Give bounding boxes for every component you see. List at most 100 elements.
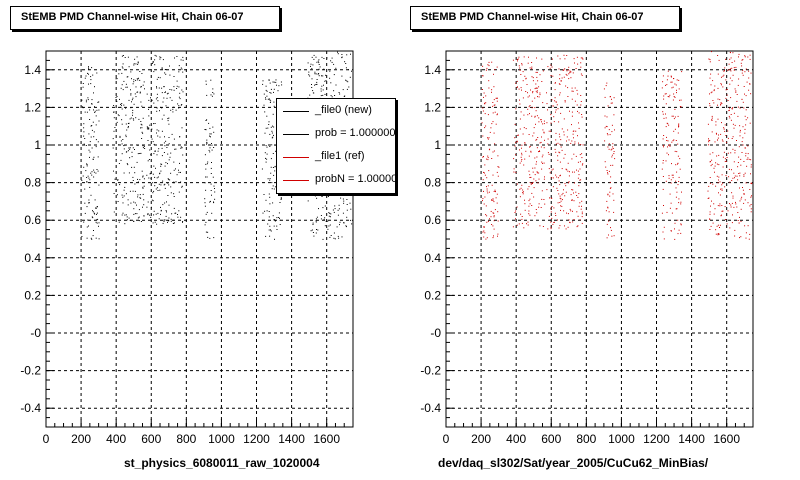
data-point [176, 80, 178, 82]
data-point [554, 97, 556, 99]
data-point [262, 83, 264, 85]
data-point [132, 176, 134, 178]
data-point [269, 146, 271, 147]
data-point [156, 187, 158, 189]
data-point [154, 123, 156, 124]
data-point [337, 53, 339, 55]
data-point [115, 78, 117, 80]
data-point [613, 114, 615, 116]
data-point [732, 177, 734, 179]
data-point [273, 134, 274, 136]
data-point [521, 184, 523, 186]
data-point [168, 204, 170, 206]
data-point [740, 220, 742, 222]
data-point [91, 103, 93, 104]
data-point [745, 237, 747, 239]
data-point [148, 127, 150, 129]
data-point [316, 83, 318, 85]
data-point [748, 238, 750, 240]
data-point [749, 83, 751, 85]
data-point [96, 109, 98, 111]
data-point [550, 208, 552, 210]
data-point [485, 205, 487, 207]
data-point [208, 149, 210, 151]
data-point [747, 202, 749, 204]
data-point [343, 193, 345, 195]
data-point [610, 227, 611, 229]
data-point [519, 67, 521, 69]
data-point [152, 61, 154, 63]
data-point [122, 67, 124, 69]
data-point [164, 92, 166, 93]
data-point [749, 122, 751, 124]
data-point [162, 222, 164, 224]
data-point [609, 134, 611, 136]
data-point [725, 58, 726, 60]
data-point [324, 205, 326, 207]
data-point [580, 144, 582, 145]
data-point [522, 191, 524, 193]
data-point [731, 67, 733, 69]
data-point [484, 164, 486, 166]
data-point [709, 61, 711, 63]
data-point [739, 237, 740, 239]
data-point [676, 151, 678, 153]
data-point [153, 190, 155, 192]
y-tick-label: 0.6 [24, 213, 41, 227]
data-point [173, 161, 175, 163]
data-point [494, 111, 496, 113]
data-point [117, 179, 119, 181]
data-point [730, 70, 732, 72]
data-point [493, 86, 495, 88]
x-tick-label: 0 [43, 432, 50, 446]
data-point [547, 109, 548, 111]
data-point [496, 202, 498, 204]
data-point [532, 80, 534, 82]
data-point [163, 97, 165, 99]
data-point [82, 107, 84, 109]
data-point [577, 215, 579, 217]
data-point [127, 76, 129, 78]
data-point [152, 61, 154, 62]
data-point [324, 80, 326, 82]
data-point [534, 88, 536, 90]
data-point [581, 211, 583, 213]
data-point [577, 170, 579, 172]
data-point [97, 170, 99, 172]
data-point [742, 59, 744, 61]
data-point [266, 90, 268, 92]
data-point [736, 100, 738, 102]
data-point [515, 82, 517, 84]
data-point [498, 166, 500, 168]
data-point [536, 71, 538, 73]
data-point [581, 157, 583, 159]
data-point [662, 113, 664, 115]
data-point [122, 202, 124, 204]
data-point [482, 156, 484, 158]
data-point [92, 121, 94, 123]
data-point [516, 183, 518, 185]
data-point [113, 117, 115, 119]
data-point [325, 220, 327, 222]
data-point [572, 189, 574, 191]
data-point [712, 183, 714, 185]
data-point [715, 162, 717, 164]
data-point [749, 58, 751, 60]
data-point [206, 211, 208, 213]
x-tick-label: 400 [506, 432, 526, 446]
data-point [733, 161, 735, 163]
y-tick-label: 0.4 [424, 251, 441, 265]
data-point [133, 208, 135, 210]
data-point [492, 198, 494, 200]
data-point [534, 107, 536, 109]
data-point [557, 108, 559, 110]
data-point [210, 200, 211, 202]
data-point [311, 78, 313, 80]
data-point [567, 69, 569, 71]
data-point [540, 141, 542, 143]
data-point [82, 175, 84, 177]
data-point [716, 175, 718, 177]
data-point [566, 169, 568, 171]
data-point [552, 168, 554, 170]
data-point [98, 109, 100, 111]
